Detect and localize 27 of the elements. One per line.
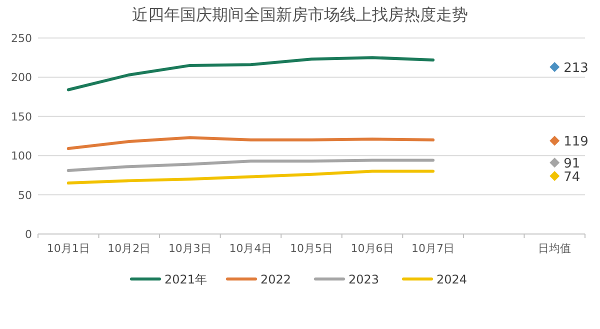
x-tick-label: 10月3日 [168,242,212,255]
x-tick-label: 10月1日 [46,242,90,255]
x-tick-label: 10月2日 [108,242,151,255]
data-label: 74 [564,170,580,185]
legend-label: 2023 [348,272,380,286]
y-tick-label: 150 [11,110,32,124]
y-tick-label: 50 [18,188,32,202]
legend-label: 2024 [436,272,468,286]
y-tick-label: 200 [11,71,32,84]
legend-label: 2022 [260,272,292,286]
line-series [66,170,435,185]
line-series [66,56,435,92]
x-tick-label: 10月7日 [412,242,455,255]
data-label: 119 [564,134,588,150]
line-series [66,158,435,172]
x-tick-label: 10月6日 [350,242,394,255]
y-tick-label: 250 [11,32,32,45]
x-tick-label: 10月5日 [290,242,333,255]
legend-label: 2021年 [164,272,208,286]
data-label: 91 [564,156,580,172]
y-tick-label: 100 [11,150,32,163]
y-tick-label: 0 [25,228,32,241]
chart-title: 近四年国庆期间全国新房市场线上找房热度走势 [132,5,468,24]
data-label: 213 [564,61,588,76]
x-tick-label: 日均值 [538,242,572,255]
x-tick-label: 10月4日 [229,242,272,255]
line-series [66,136,435,150]
